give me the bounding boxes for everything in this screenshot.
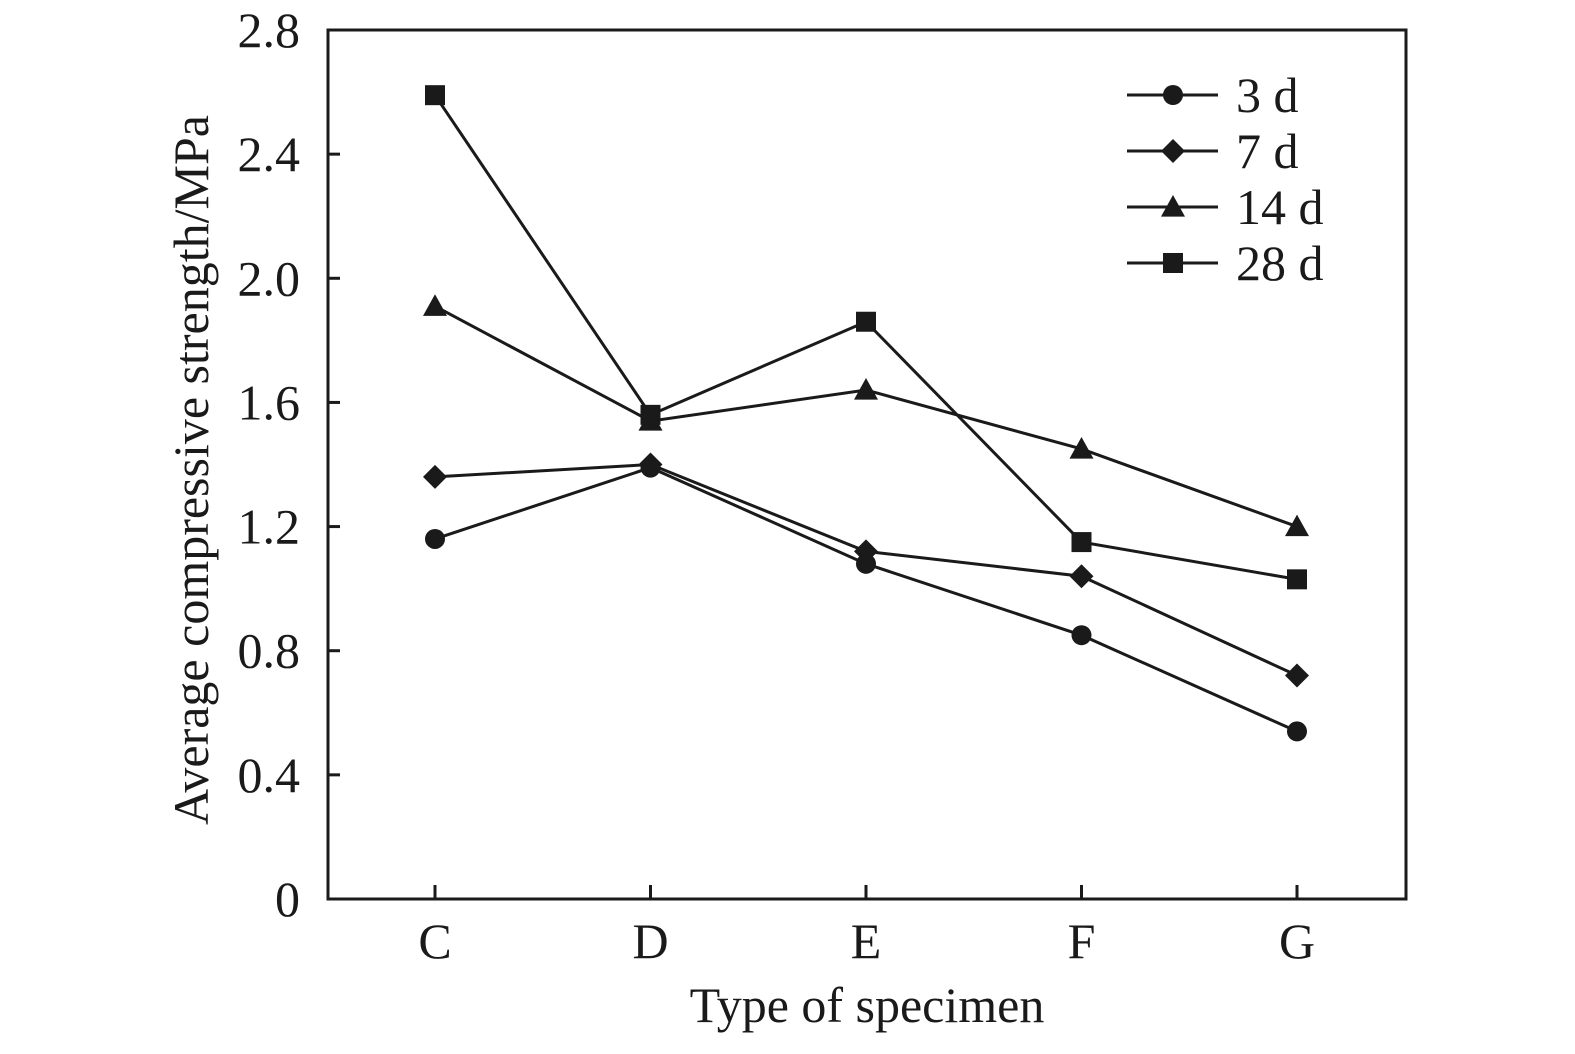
legend-label: 3 d (1236, 67, 1299, 123)
legend-label: 14 d (1236, 179, 1324, 235)
y-tick-label: 1.6 (238, 374, 301, 430)
y-tick-label: 0 (275, 871, 300, 927)
y-tick-label: 2.0 (238, 250, 301, 306)
data-point (423, 294, 447, 316)
data-point (638, 452, 663, 477)
data-point (1069, 436, 1094, 459)
legend-marker (1163, 253, 1183, 273)
series-line (434, 304, 1298, 528)
legend-item: 3 d (1127, 67, 1299, 123)
series-square (425, 85, 1307, 590)
y-tick-label: 2.8 (238, 2, 301, 58)
data-point (1285, 663, 1309, 688)
data-point (640, 404, 661, 425)
series-line (433, 94, 1298, 581)
x-axis-title: Type of specimen (690, 977, 1045, 1033)
legend-marker (1161, 195, 1185, 217)
series-layer (423, 85, 1309, 742)
y-tick-label: 2.4 (238, 126, 301, 182)
series-circle (425, 457, 1307, 742)
y-tick-label: 0.8 (238, 623, 301, 679)
data-point (425, 528, 445, 549)
data-point (856, 311, 876, 332)
data-point (1285, 514, 1309, 537)
legend-marker (1163, 85, 1183, 105)
y-axis: 0 0.4 0.8 1.2 1.6 2.0 2.4 2.8 (238, 2, 340, 927)
series-diamond (423, 452, 1309, 688)
data-point (854, 378, 878, 400)
x-tick-label: D (632, 913, 668, 969)
data-point (856, 553, 876, 574)
y-axis-title: Average compressive strength/MPa (163, 115, 219, 825)
x-tick-label: F (1068, 913, 1096, 969)
y-tick-label: 1.2 (238, 499, 301, 555)
data-point (1287, 721, 1307, 742)
legend-item: 7 d (1127, 123, 1299, 179)
legend-label: 28 d (1236, 235, 1324, 291)
data-point (1071, 625, 1092, 646)
data-point (1071, 532, 1092, 553)
legend-marker (1161, 139, 1185, 163)
data-point (1287, 569, 1307, 590)
legend-item: 14 d (1127, 179, 1324, 235)
data-point (425, 85, 445, 106)
y-tick-label: 0.4 (238, 747, 301, 803)
x-tick-label: E (851, 913, 882, 969)
legend-item: 28 d (1127, 235, 1324, 291)
x-tick-label: G (1279, 913, 1315, 969)
x-tick-label: C (418, 913, 451, 969)
data-point (1069, 564, 1094, 589)
data-point (423, 464, 447, 489)
legend: 3 d7 d14 d28 d (1127, 67, 1324, 291)
series-line (434, 465, 1298, 733)
legend-label: 7 d (1236, 123, 1299, 179)
x-axis: C D E F G (418, 885, 1315, 969)
data-point (854, 539, 878, 564)
